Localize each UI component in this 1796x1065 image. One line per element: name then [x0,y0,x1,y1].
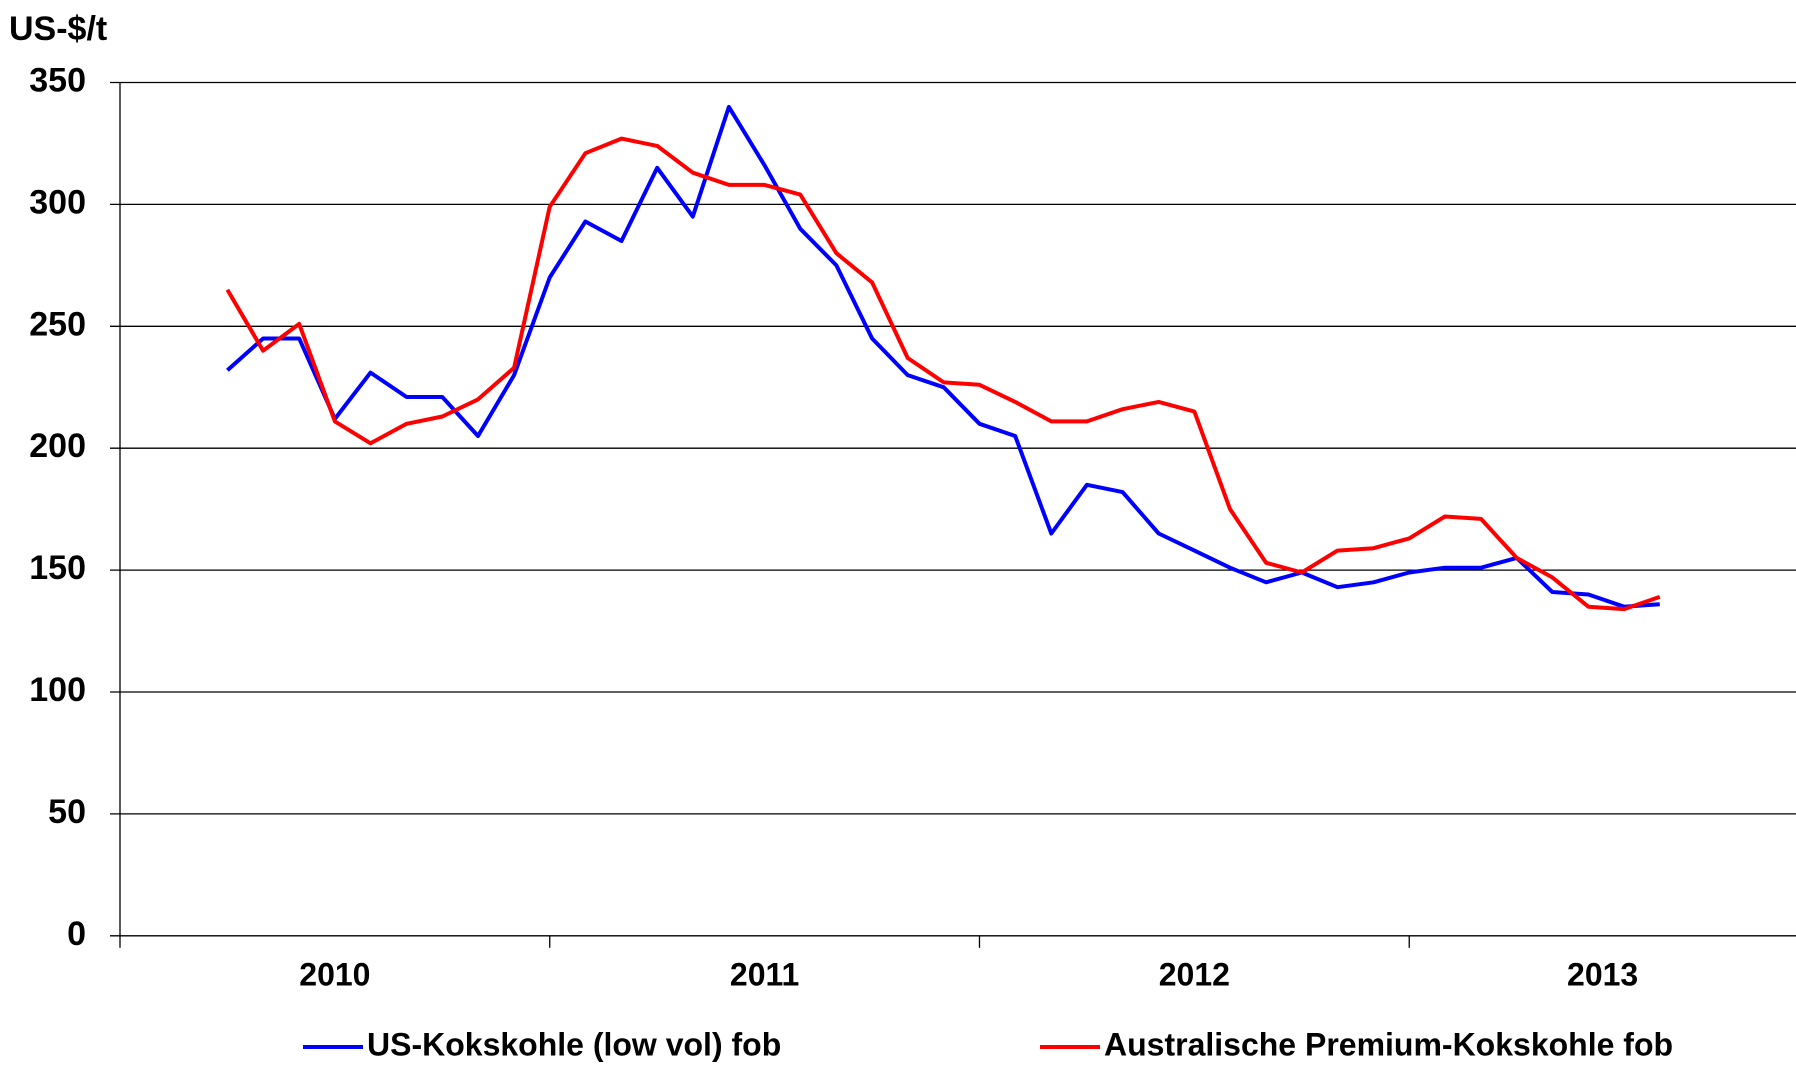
y-tick-label: 0 [67,915,86,953]
x-tick-label: 2012 [1159,956,1230,992]
y-tick-label: 300 [29,183,86,221]
y-tick-label: 200 [29,427,86,465]
y-axis-label: US-$/t [9,10,107,48]
y-tick-label: 350 [29,61,86,99]
x-tick-label: 2011 [730,956,799,992]
y-tick-label: 250 [29,305,86,343]
y-tick-label: 50 [48,793,86,831]
x-tick-label: 2010 [299,956,370,992]
y-tick-label: 100 [29,671,86,709]
x-tick-label: 2013 [1567,956,1638,992]
line-series [226,104,1660,609]
line-series [225,136,1661,612]
y-tick-label: 150 [29,549,86,587]
legend-label: US-Kokskohle (low vol) fob [367,1026,781,1062]
legend-label: Australische Premium-Kokskohle fob [1104,1026,1673,1062]
